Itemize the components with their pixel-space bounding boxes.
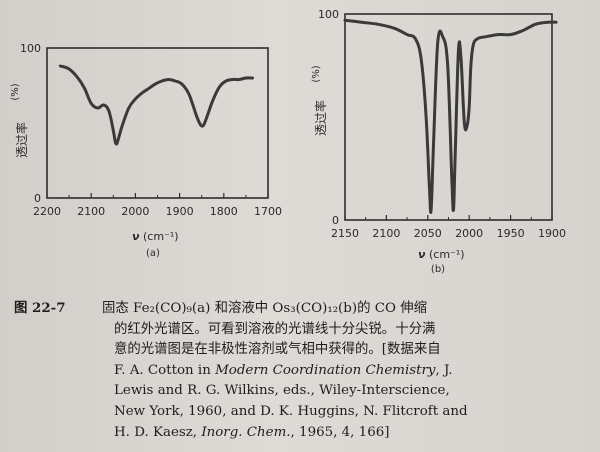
caption-line-1: 图 22-7 固态 Fe₂(CO)₉(a) 和溶液中 Os₃(CO)₁₂(b)的 …: [14, 298, 594, 320]
chart-a-y-tick-label: 100: [20, 42, 41, 55]
figure-number: 图 22-7: [14, 300, 66, 316]
caption-line-7: H. D. Kaesz, Inorg. Chem., 1965, 4, 166]: [114, 424, 390, 440]
chart-a-xlabel-unit: (cm⁻¹): [143, 230, 179, 243]
chart-a-x-tick-label: 2000: [121, 205, 149, 218]
chart-a-ylabel-unit: (%): [10, 83, 21, 100]
caption-line-4: F. A. Cotton in Modern Coordination Chem…: [114, 362, 453, 378]
chart-b-panel-label: (b): [431, 264, 445, 275]
chart-b-ylabel: 透过率: [313, 100, 328, 136]
chart-b-x-tick-label: 2000: [455, 227, 483, 240]
chart-b-ylabel-unit: (%): [311, 65, 322, 82]
chart-a-x-tick-label: 1700: [254, 205, 282, 218]
caption-line-5: Lewis and R. G. Wilkins, eds., Wiley-Int…: [114, 383, 450, 399]
chart-a-xlabel: ν: [132, 230, 140, 243]
caption-line-2: 的红外光谱区。可看到溶液的光谱线十分尖锐。十分满: [114, 321, 436, 337]
caption-line-3: 意的光谱图是在非极性溶剂或气相中获得的。[数据来自: [114, 342, 441, 358]
figure-caption: 图 22-7 固态 Fe₂(CO)₉(a) 和溶液中 Os₃(CO)₁₂(b)的 …: [14, 298, 594, 443]
chart-b-xlabel: ν: [418, 248, 426, 261]
chart-a-x-tick-label: 1900: [166, 205, 194, 218]
chart-b-x-tick-label: 2050: [414, 227, 442, 240]
caption-text-1: 固态 Fe₂(CO)₉(a) 和溶液中 Os₃(CO)₁₂(b)的 CO 伸缩: [102, 301, 427, 316]
chart-b-y-tick-label: 100: [318, 8, 339, 21]
chart-a-series-line: [58, 64, 254, 146]
chart-b-x-tick-label: 1900: [538, 227, 566, 240]
chart-b-y-tick-label: 0: [332, 214, 339, 227]
chart-b-xlabel-unit: (cm⁻¹): [429, 248, 465, 261]
chart-b-x-tick-label: 1950: [497, 227, 525, 240]
chart-a-x-tick-label: 2100: [77, 205, 105, 218]
chart-a-panel-label: (a): [146, 248, 160, 259]
chart-a-y-tick-label: 0: [34, 192, 41, 205]
chart-b-x-tick-label: 2100: [372, 227, 400, 240]
chart-b-series-line: [343, 18, 558, 214]
chart-b-x-tick-label: 2150: [331, 227, 359, 240]
chart-a-ylabel: 透过率: [14, 122, 29, 158]
caption-line-6: New York, 1960, and D. K. Huggins, N. Fl…: [114, 403, 468, 419]
chart-a-x-tick-label: 2200: [33, 205, 61, 218]
chart-a-x-tick-label: 1800: [210, 205, 238, 218]
